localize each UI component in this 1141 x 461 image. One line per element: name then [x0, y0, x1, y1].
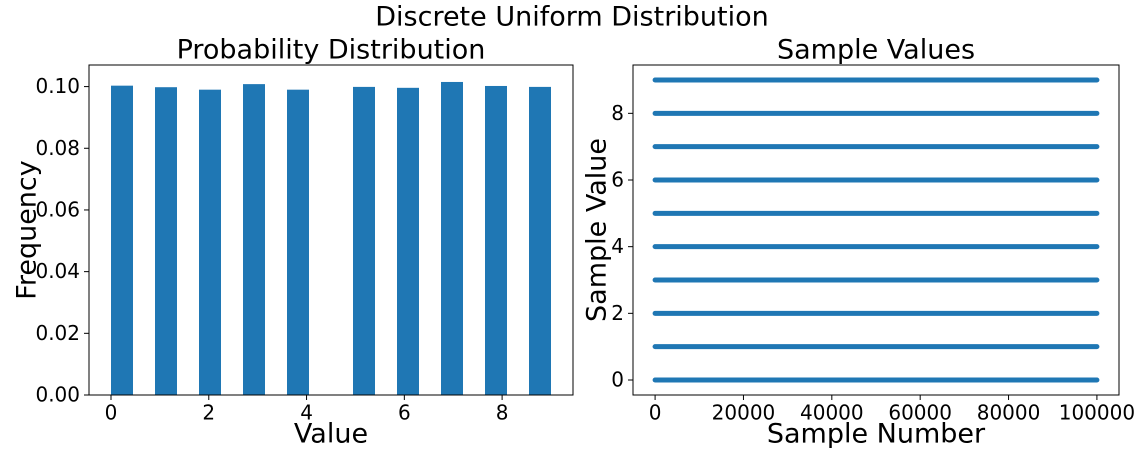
- y-tick-label: 0.02: [35, 321, 80, 345]
- bar: [441, 81, 463, 395]
- bar: [111, 85, 133, 396]
- y-axis-label: Frequency: [12, 160, 43, 300]
- x-tick-label: 60000: [888, 401, 952, 425]
- figure-title: Discrete Uniform Distribution: [375, 2, 769, 33]
- x-tick-label: 40000: [800, 401, 864, 425]
- y-tick-label: 6: [611, 168, 624, 192]
- y-tick-label: 4: [611, 234, 624, 258]
- bar: [397, 87, 419, 395]
- bar: [287, 89, 309, 395]
- x-axis-label: Value: [294, 419, 368, 450]
- y-tick-label: 0.10: [35, 74, 80, 98]
- x-tick-label: 80000: [977, 401, 1041, 425]
- x-tick-label: 0: [105, 401, 118, 425]
- bar: [529, 86, 551, 396]
- axes-title: Sample Values: [777, 35, 975, 66]
- axes-frame: [632, 64, 1120, 396]
- x-tick-label: 6: [398, 401, 411, 425]
- bar: [199, 89, 221, 395]
- bar: [485, 85, 507, 396]
- x-tick-label: 8: [496, 401, 509, 425]
- y-tick-label: 8: [611, 101, 624, 125]
- y-tick-label: 2: [611, 301, 624, 325]
- bar: [155, 87, 177, 396]
- y-tick-label: 0.08: [35, 136, 80, 160]
- y-tick-label: 0.00: [35, 383, 80, 407]
- x-tick-label: 20000: [712, 401, 776, 425]
- x-axis-label: Sample Number: [767, 419, 986, 450]
- x-tick-label: 100000: [1059, 401, 1135, 425]
- y-tick-label: 0.04: [35, 259, 80, 283]
- axes-title: Probability Distribution: [177, 35, 486, 66]
- x-tick-label: 0: [649, 401, 662, 425]
- axes-frame: [88, 64, 574, 396]
- y-tick-label: 0.06: [35, 197, 80, 221]
- x-tick-label: 2: [202, 401, 215, 425]
- bar: [353, 86, 375, 396]
- y-axis-label: Sample Value: [582, 138, 613, 322]
- bar: [243, 84, 265, 396]
- x-tick-label: 4: [300, 401, 313, 425]
- y-tick-label: 0: [611, 368, 624, 392]
